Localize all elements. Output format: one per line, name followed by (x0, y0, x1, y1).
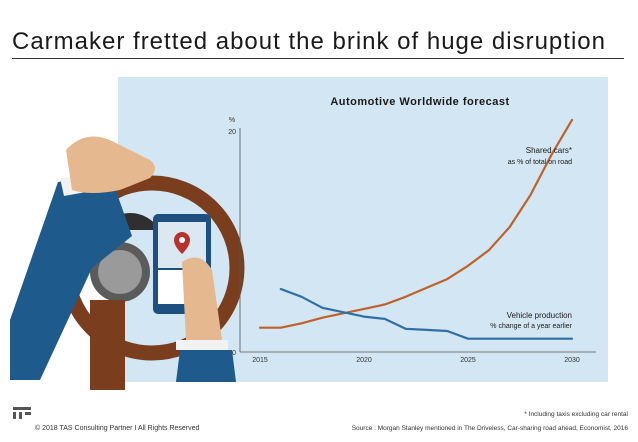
x-tick-label: 2030 (564, 357, 580, 364)
series-line-vehicle-production (279, 287, 574, 340)
left-arm-illustration (10, 136, 155, 380)
company-logo-icon (12, 404, 32, 425)
right-arm-illustration (176, 257, 236, 382)
y-tick-labels: 0 20 (228, 129, 236, 357)
page-title: Carmaker fretted about the brink of huge… (12, 28, 606, 55)
series-line-shared-cars (258, 118, 574, 329)
footnote-text: * Including taxis excluding car rental (524, 411, 628, 418)
plot-area (239, 128, 596, 353)
chart-title: Automotive Worldwide forecast (330, 96, 509, 108)
source-text: Source : Morgan Stanley mentioned in The… (351, 425, 628, 432)
x-tick-label: 2015 (252, 357, 268, 364)
series-sublabel-vehicle-production: % change of a year earlier (490, 323, 572, 330)
series-label-shared-cars: Shared cars* (526, 146, 572, 155)
y-axis-unit: % (229, 117, 235, 124)
title-divider (12, 58, 624, 59)
x-tick-label: 2025 (460, 357, 476, 364)
y-tick-label: 0 (232, 350, 236, 357)
x-tick-labels: 2015 2020 2025 2030 (252, 357, 580, 364)
y-tick-label: 20 (228, 129, 236, 136)
x-tick-label: 2020 (356, 357, 372, 364)
series-sublabel-shared-cars: as % of total on road (508, 159, 572, 166)
series-label-vehicle-production: Vehicle production (507, 311, 572, 320)
copyright-text: © 2018 TAS Consulting Partner I All Righ… (35, 425, 200, 432)
